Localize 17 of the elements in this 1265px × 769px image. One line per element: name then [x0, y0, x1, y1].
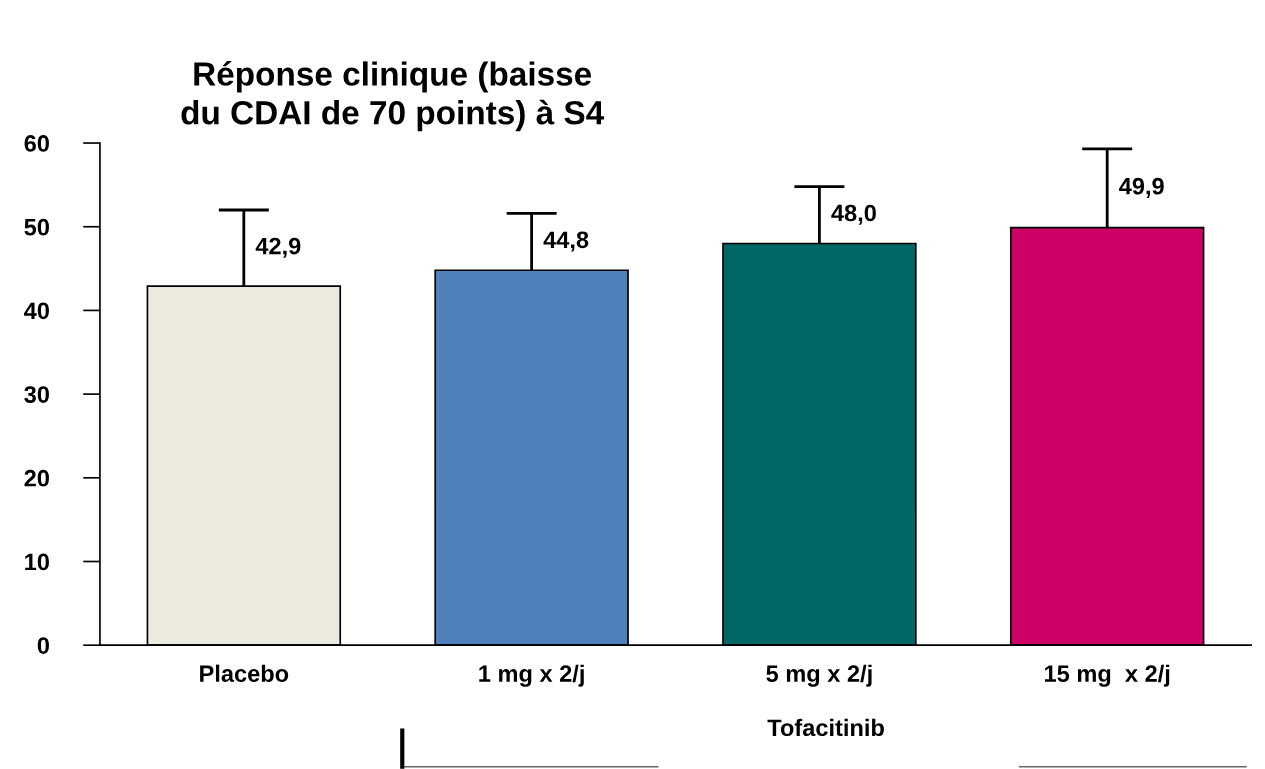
- x-tick-label: 15 mg x 2/j: [1045, 664, 1170, 687]
- data-label: 49,9: [1119, 177, 1164, 198]
- y-tick-label: 0: [37, 637, 49, 654]
- x-tick-label: 1 mg x 2/j: [479, 664, 584, 687]
- x-tick-label: 5 mg x 2/j: [766, 664, 872, 687]
- y-tick-label: 30: [24, 386, 49, 403]
- y-tick-label: 40: [24, 302, 49, 320]
- chart-title: Réponse clinique (baisse du CDAI de 70 points) à S4: [181, 61, 605, 132]
- data-label: 44,8: [543, 231, 589, 252]
- data-label: 48,0: [831, 204, 876, 225]
- y-tick-label: 10: [25, 553, 49, 571]
- y-tick-label: 50: [24, 218, 49, 236]
- text: Tofacitinib: [767, 718, 884, 737]
- y-tick-label: 60: [24, 135, 49, 152]
- data-label: 42,9: [255, 237, 301, 258]
- x-tick-label: Placebo: [200, 664, 289, 682]
- y-tick-label: 20: [24, 469, 49, 487]
